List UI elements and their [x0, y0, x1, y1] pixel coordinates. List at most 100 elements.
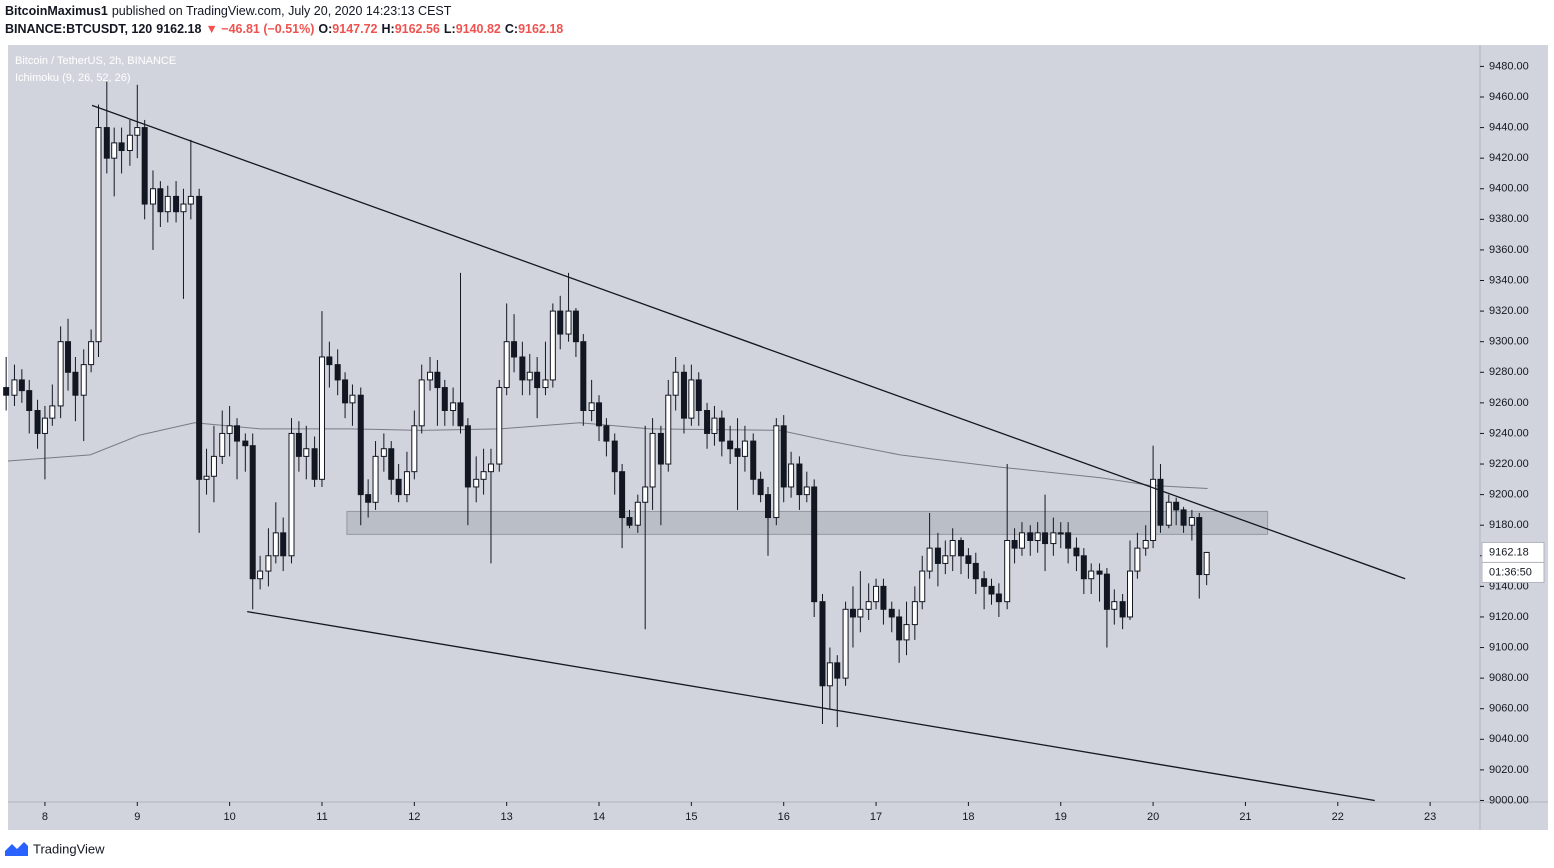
- candle-body: [888, 608, 895, 618]
- y-tick-label: 9380.00: [1489, 213, 1529, 225]
- candle-body: [418, 379, 425, 427]
- candle-body: [1018, 532, 1025, 549]
- candle-body: [187, 195, 194, 205]
- last-price: 9162.18: [156, 22, 202, 36]
- y-tick-label: 9220.00: [1489, 458, 1529, 470]
- candle-body: [503, 341, 510, 389]
- candle-body: [1134, 547, 1141, 572]
- candle-body: [411, 425, 418, 473]
- change: ▼ −46.81 (−0.51%): [205, 22, 315, 36]
- candle-body: [572, 310, 579, 343]
- candle-body: [919, 570, 926, 603]
- x-tick-label: 9: [134, 811, 140, 823]
- footer-logo: [5, 842, 28, 856]
- x-tick-label: 13: [501, 811, 513, 823]
- x-tick-label: 19: [1055, 811, 1067, 823]
- y-tick-label: 9300.00: [1489, 336, 1529, 348]
- y-tick-label: 9440.00: [1489, 121, 1529, 133]
- candle-body: [603, 425, 610, 442]
- candle-body: [734, 448, 741, 457]
- candle-body: [972, 562, 979, 580]
- candle-body: [126, 134, 133, 152]
- candle-body: [688, 379, 695, 419]
- candle-body: [849, 608, 856, 618]
- x-tick-label: 16: [778, 811, 790, 823]
- candle-body: [457, 402, 464, 427]
- candle-body: [280, 532, 287, 557]
- candle-body: [1057, 532, 1064, 535]
- candle-body: [257, 570, 264, 580]
- price-label: 9162.18: [1489, 546, 1529, 558]
- candle-body: [473, 478, 480, 488]
- y-tick-label: 9460.00: [1489, 91, 1529, 103]
- price-axis: [1480, 45, 1548, 830]
- time-axis: [8, 802, 1480, 830]
- candle-body: [773, 425, 780, 519]
- candle-body: [1050, 532, 1057, 545]
- candle-body: [1165, 501, 1172, 526]
- x-tick-label: 11: [316, 811, 327, 823]
- author: BitcoinMaximus1: [5, 4, 108, 18]
- candle-body: [157, 188, 164, 213]
- candle-body: [803, 486, 810, 496]
- header-line-2: BINANCE:BTCUSDT, 120 9162.18 ▼ −46.81 (−0.…: [5, 22, 567, 36]
- candle-body: [464, 425, 471, 488]
- candle-body: [857, 608, 864, 618]
- candle-body: [718, 417, 725, 442]
- candle-body: [965, 555, 972, 564]
- candle-body: [1157, 478, 1164, 526]
- x-tick-label: 12: [408, 811, 420, 823]
- low-value: 9140.82: [455, 22, 501, 36]
- candle-body: [88, 341, 95, 366]
- candle-body: [1196, 517, 1203, 576]
- candle-body: [988, 585, 995, 595]
- candle-body: [657, 432, 664, 465]
- y-tick-label: 9020.00: [1489, 764, 1529, 776]
- candle-body: [480, 471, 487, 480]
- candle-body: [41, 417, 48, 434]
- candle-body: [680, 371, 687, 419]
- x-tick-label: 20: [1147, 811, 1159, 823]
- candle-body: [934, 547, 941, 564]
- candle-body: [649, 432, 656, 488]
- candle-body: [765, 494, 772, 519]
- open-label: O:: [318, 22, 333, 36]
- y-tick-label: 9280.00: [1489, 366, 1529, 378]
- candle-body: [1180, 509, 1187, 526]
- candle-body: [1088, 570, 1095, 580]
- y-tick-label: 9120.00: [1489, 611, 1529, 623]
- y-tick-label: 9320.00: [1489, 305, 1529, 317]
- y-tick-label: 9200.00: [1489, 489, 1529, 501]
- candle-body: [942, 555, 949, 564]
- header-line-1: BitcoinMaximus1 published on TradingView.…: [5, 4, 455, 18]
- candle-body: [11, 379, 18, 396]
- candle-body: [450, 402, 457, 412]
- x-tick-label: 15: [685, 811, 697, 823]
- candle-body: [272, 532, 279, 557]
- candle-body: [334, 364, 341, 381]
- published: published on TradingView.com, July 20, 2…: [111, 4, 452, 18]
- candle-body: [65, 341, 72, 373]
- countdown: 01:36:50: [1489, 566, 1532, 578]
- candle-body: [380, 448, 387, 457]
- candle-body: [642, 486, 649, 503]
- close-label: C:: [504, 22, 519, 36]
- y-tick-label: 9260.00: [1489, 397, 1529, 409]
- candle-body: [958, 539, 965, 557]
- y-tick-label: 9040.00: [1489, 733, 1529, 745]
- candle-body: [1073, 547, 1080, 557]
- close-value: 9162.18: [518, 22, 564, 36]
- candle-body: [403, 471, 410, 496]
- candle-body: [788, 463, 795, 488]
- candle-body: [149, 188, 156, 205]
- symbol: BINANCE:BTCUSDT, 120: [5, 22, 153, 36]
- candle-body: [57, 341, 64, 407]
- candle-body: [1188, 517, 1195, 526]
- candle-body: [796, 463, 803, 496]
- candle-body: [834, 662, 841, 679]
- candle-body: [896, 616, 903, 641]
- candle-body: [1080, 555, 1087, 580]
- low-label: L:: [443, 22, 456, 36]
